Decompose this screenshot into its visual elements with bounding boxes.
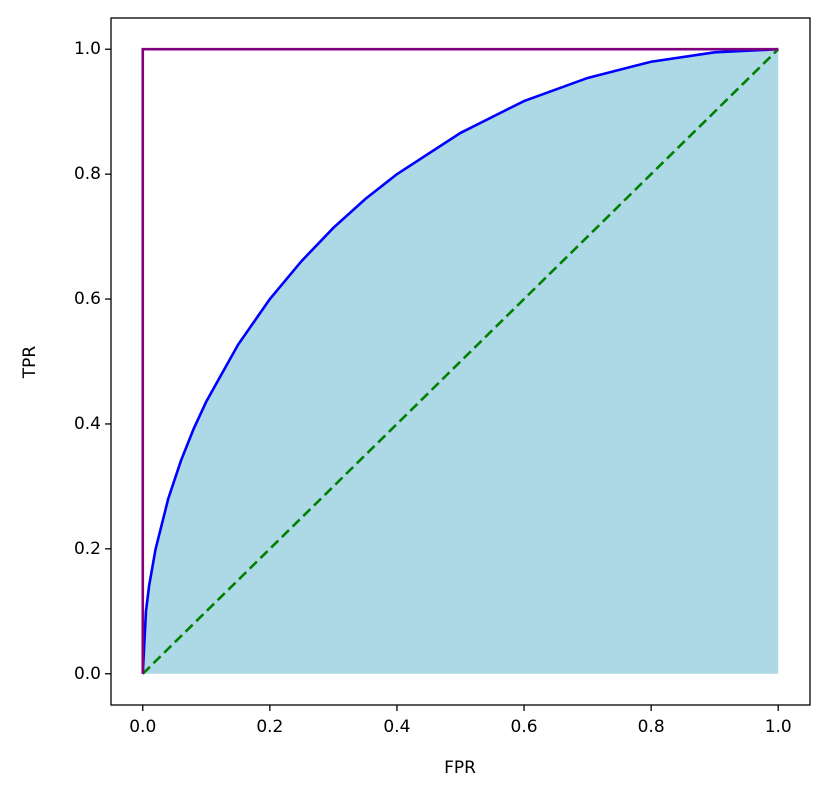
series-line [141, 47, 779, 674]
x-tick-label: 0.6 [511, 717, 538, 737]
x-tick-label: 1.0 [765, 717, 792, 737]
x-tick-label: 0.2 [256, 717, 283, 737]
y-tick-label: 0.0 [74, 664, 101, 684]
series-line [141, 48, 780, 675]
x-tick-label: 0.4 [383, 717, 410, 737]
y-tick-label: 0.2 [74, 539, 101, 559]
y-tick-label: 0.4 [74, 414, 101, 434]
y-tick-label: 0.6 [74, 289, 101, 309]
y-tick-label: 0.8 [74, 164, 101, 184]
x-axis-label: FPR [444, 758, 476, 778]
plot-frame [110, 17, 811, 706]
y-tick-label: 1.0 [74, 39, 101, 59]
x-tick-label: 0.8 [638, 717, 665, 737]
x-tick-label: 0.0 [129, 717, 156, 737]
series-line [141, 47, 779, 674]
y-axis-label: TPR [20, 346, 40, 380]
